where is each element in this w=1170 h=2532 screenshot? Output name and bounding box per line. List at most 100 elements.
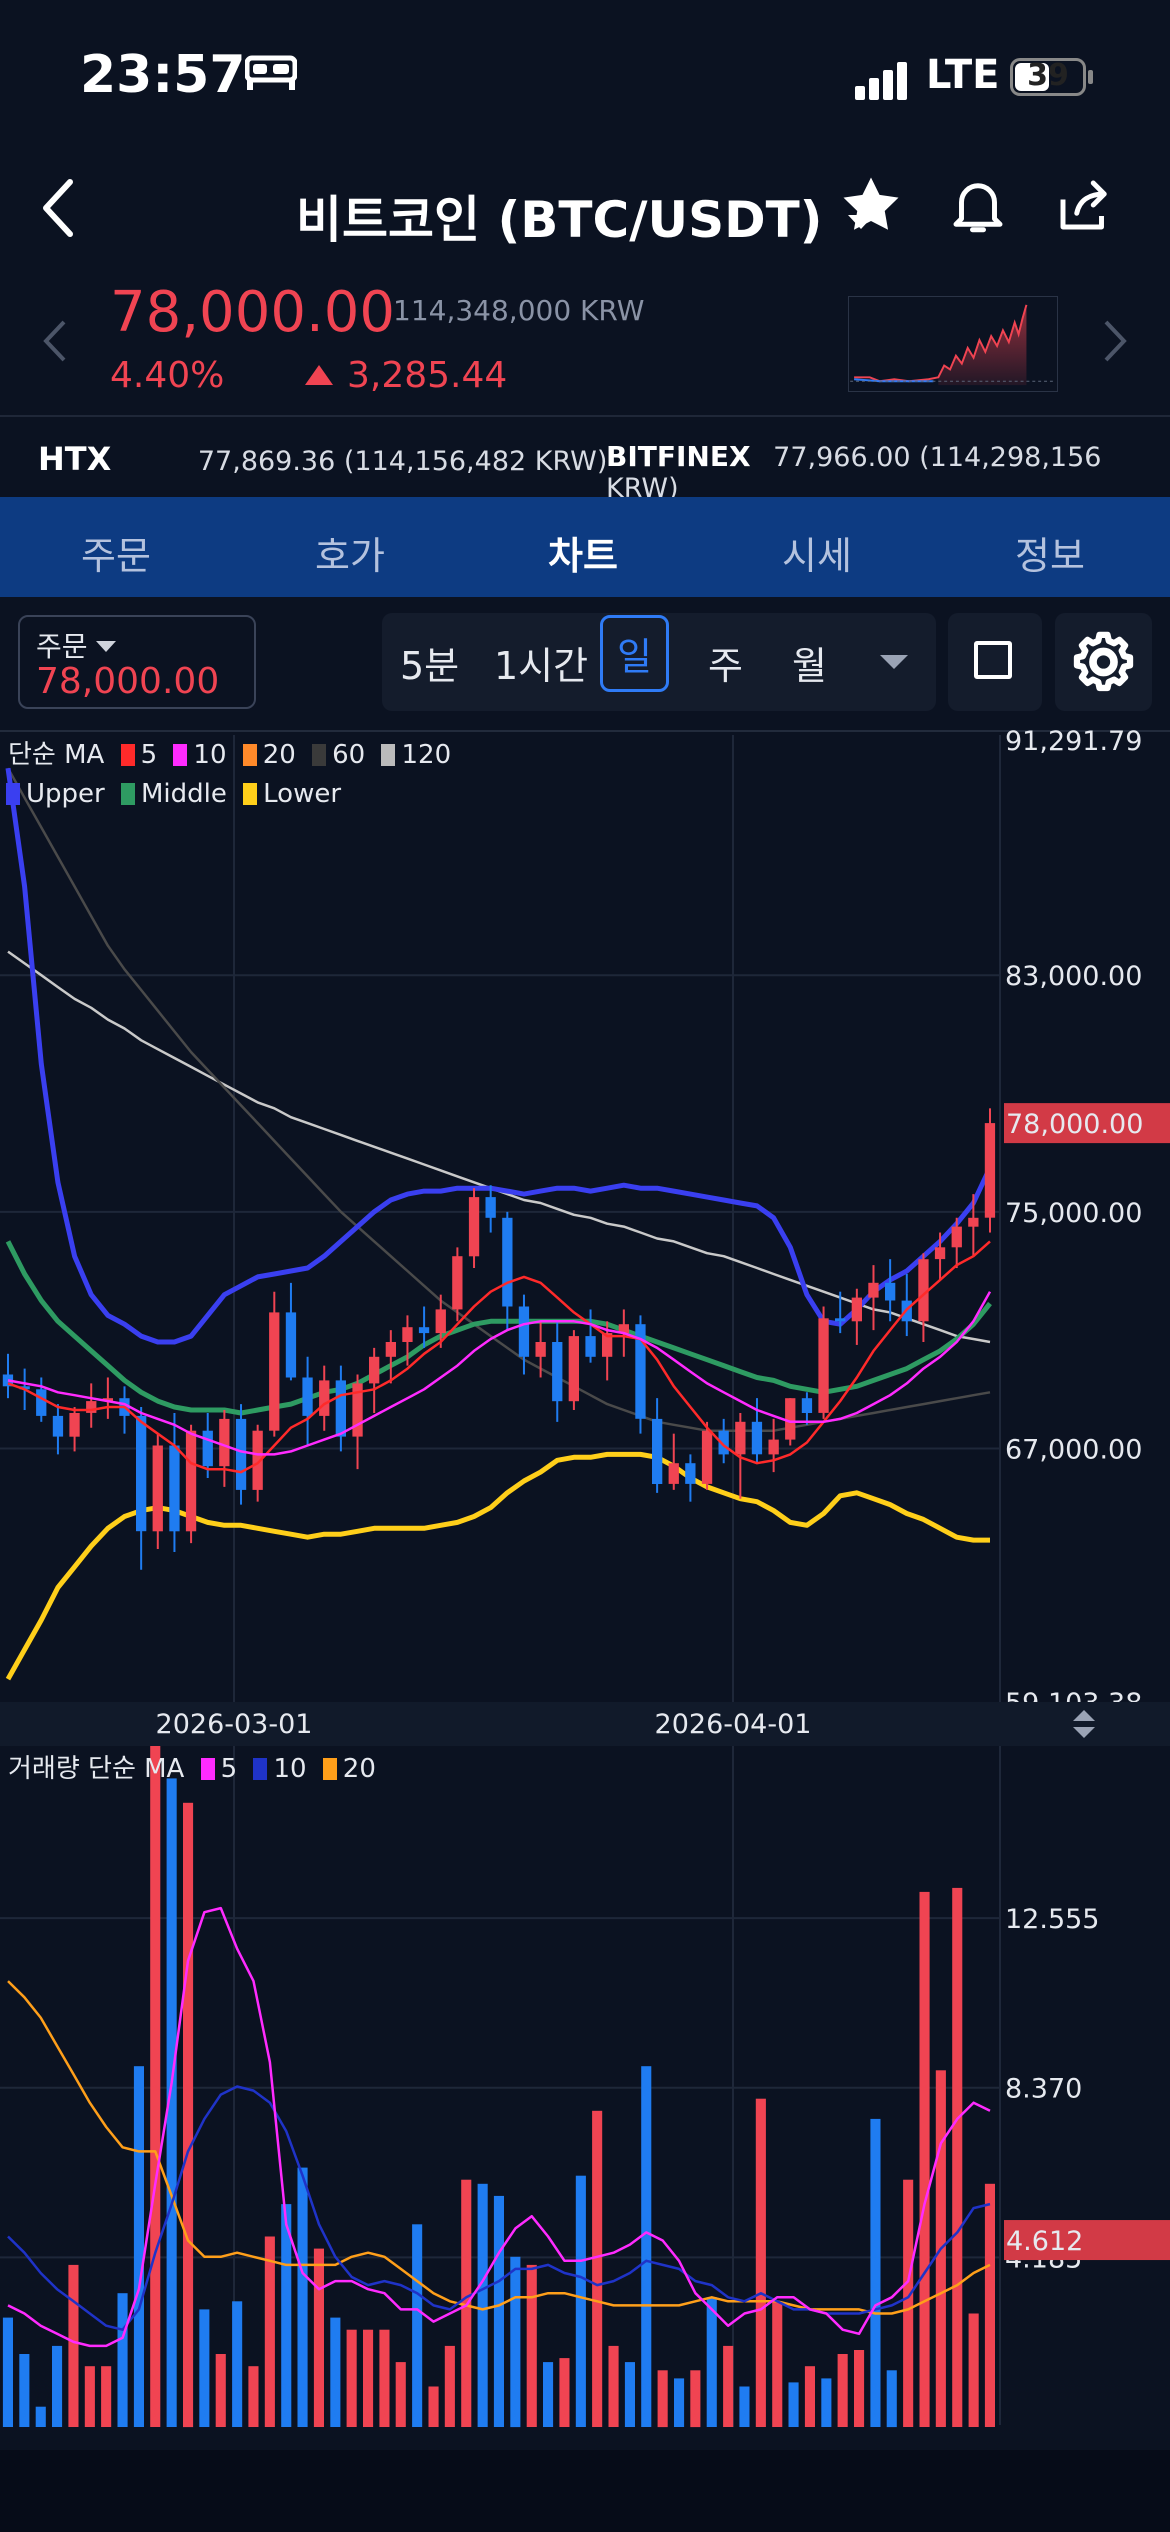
candle-body — [452, 1256, 463, 1310]
tab-orderbook[interactable]: 호가 — [315, 534, 385, 578]
fullscreen-button[interactable] — [948, 613, 1042, 711]
legend-ma60: 60 — [332, 740, 366, 770]
volume-bar — [854, 2350, 865, 2427]
volume-bar — [297, 2167, 308, 2427]
exchange-name: BITFINEX — [606, 440, 751, 473]
candle-body — [885, 1282, 896, 1301]
candle-body — [19, 1386, 30, 1390]
candle-body — [468, 1197, 480, 1257]
volume-bar — [870, 2118, 881, 2427]
back-chevron-icon[interactable] — [38, 178, 78, 238]
exchange-price: 77,869.36 (114,156,482 KRW) — [197, 446, 608, 477]
volume-bar — [739, 2386, 750, 2427]
candle-body — [302, 1377, 313, 1416]
candle-body — [202, 1430, 213, 1467]
candle-body — [169, 1445, 180, 1532]
ma-legend: 단순 MA 5 10 20 60 120 — [8, 734, 451, 771]
legend-vma20: 20 — [342, 1754, 376, 1784]
prev-coin-chevron-icon[interactable] — [40, 318, 70, 364]
tab-info[interactable]: 정보 — [1015, 534, 1085, 578]
current-volume-label: 4.612 — [1006, 2226, 1083, 2257]
status-time: 23:57 — [80, 45, 246, 105]
candle-body — [668, 1463, 679, 1484]
interval-day[interactable]: 일 — [600, 615, 669, 692]
price-tick-label: 91,291.79 — [1005, 726, 1142, 757]
price-grid — [0, 735, 1001, 2425]
collapse-toggle-icon[interactable] — [1073, 1710, 1095, 1738]
candle-body — [69, 1413, 80, 1437]
bottom-area — [0, 2450, 1170, 2532]
page-title[interactable]: 비트코인 (BTC/USDT) — [0, 180, 1170, 252]
volume-bar — [510, 2256, 521, 2428]
candle-body — [602, 1333, 613, 1357]
volume-bar — [674, 2378, 685, 2427]
volume-bar — [919, 1891, 930, 2427]
date-axis: 2026-03-01 2026-04-01 — [156, 1709, 812, 1740]
order-price-dropdown[interactable]: 주문 78,000.00 — [18, 615, 256, 709]
candle-body — [818, 1318, 829, 1413]
price-tick-label: 83,000.00 — [1005, 961, 1142, 992]
mini-price-chart[interactable] — [848, 296, 1058, 392]
volume-bar — [543, 2362, 554, 2427]
battery-level: 39 — [1027, 58, 1069, 93]
legend-ma10: 10 — [193, 740, 227, 770]
change-percent: 4.40% — [110, 355, 225, 396]
volume-bar — [755, 2098, 766, 2427]
candles-layer — [2, 1108, 996, 1570]
exchange-htx: HTX 77,869.36 (114,156,482 KRW) — [38, 440, 607, 478]
divider — [0, 415, 1170, 417]
volume-bar — [363, 2329, 374, 2427]
candlestick-chart[interactable]: 91,291.7983,000.0075,000.0067,000.0059,1… — [0, 725, 1170, 2450]
volume-bar — [706, 2297, 717, 2427]
legend-swatch — [243, 783, 258, 805]
next-coin-chevron-icon[interactable] — [1100, 318, 1130, 364]
volume-bar — [690, 2370, 701, 2428]
candle-body — [934, 1247, 946, 1260]
volume-legend: 거래량 단순 MA 5 10 20 — [8, 1748, 376, 1785]
interval-5m[interactable]: 5분 — [400, 644, 460, 688]
bell-icon[interactable] — [945, 172, 1011, 238]
candle-body — [152, 1445, 163, 1532]
volume-bar — [624, 2362, 635, 2427]
volume-bar — [166, 1778, 177, 2427]
volume-bars-layer — [2, 1746, 995, 2428]
interval-week[interactable]: 주 — [708, 644, 743, 688]
chart-settings-button[interactable] — [1055, 613, 1152, 711]
candle-body — [219, 1418, 230, 1467]
candle-body — [485, 1197, 496, 1218]
legend-ma120: 120 — [401, 740, 452, 770]
interval-1h[interactable]: 1시간 — [494, 644, 589, 688]
candle-body — [785, 1398, 796, 1440]
volume-bar — [772, 2301, 783, 2427]
legend-swatch — [120, 744, 135, 766]
exchange-bitfinex: BITFINEX 77,966.00 (114,298,156 KRW) — [606, 440, 1170, 504]
volume-bar — [575, 2175, 586, 2427]
tab-order[interactable]: 주문 — [81, 534, 151, 578]
interval-month[interactable]: 월 — [792, 644, 827, 688]
candle-body — [868, 1282, 879, 1298]
volume-bar — [68, 2264, 79, 2427]
volume-bar — [52, 2345, 63, 2427]
interval-selector: 5분 1시간 일 주 월 — [382, 613, 936, 711]
interval-more-caret-icon[interactable] — [880, 655, 908, 669]
share-icon[interactable] — [1052, 172, 1118, 238]
caret-down-icon — [95, 641, 116, 652]
tab-chart[interactable]: 차트 — [548, 534, 618, 578]
candle-body — [851, 1297, 862, 1322]
favorite-star-icon[interactable] — [838, 172, 904, 238]
volume-bar — [526, 2264, 537, 2427]
volume-bar — [232, 2301, 243, 2427]
bb-legend: Upper Middle Lower — [0, 779, 341, 809]
volume-bar — [313, 2248, 324, 2427]
candle-body — [385, 1342, 396, 1357]
change-amount-value: 3,285.44 — [347, 355, 508, 396]
change-amount: 3,285.44 — [305, 355, 507, 396]
volume-bar — [657, 2370, 668, 2428]
battery-icon: 39 — [1010, 58, 1086, 96]
volume-bar — [35, 2406, 46, 2427]
tab-market[interactable]: 시세 — [782, 534, 852, 578]
volume-bar — [150, 1746, 161, 2427]
candle-body — [352, 1383, 363, 1437]
volume-bar — [117, 2293, 128, 2427]
legend-ma5: 5 — [140, 740, 158, 770]
